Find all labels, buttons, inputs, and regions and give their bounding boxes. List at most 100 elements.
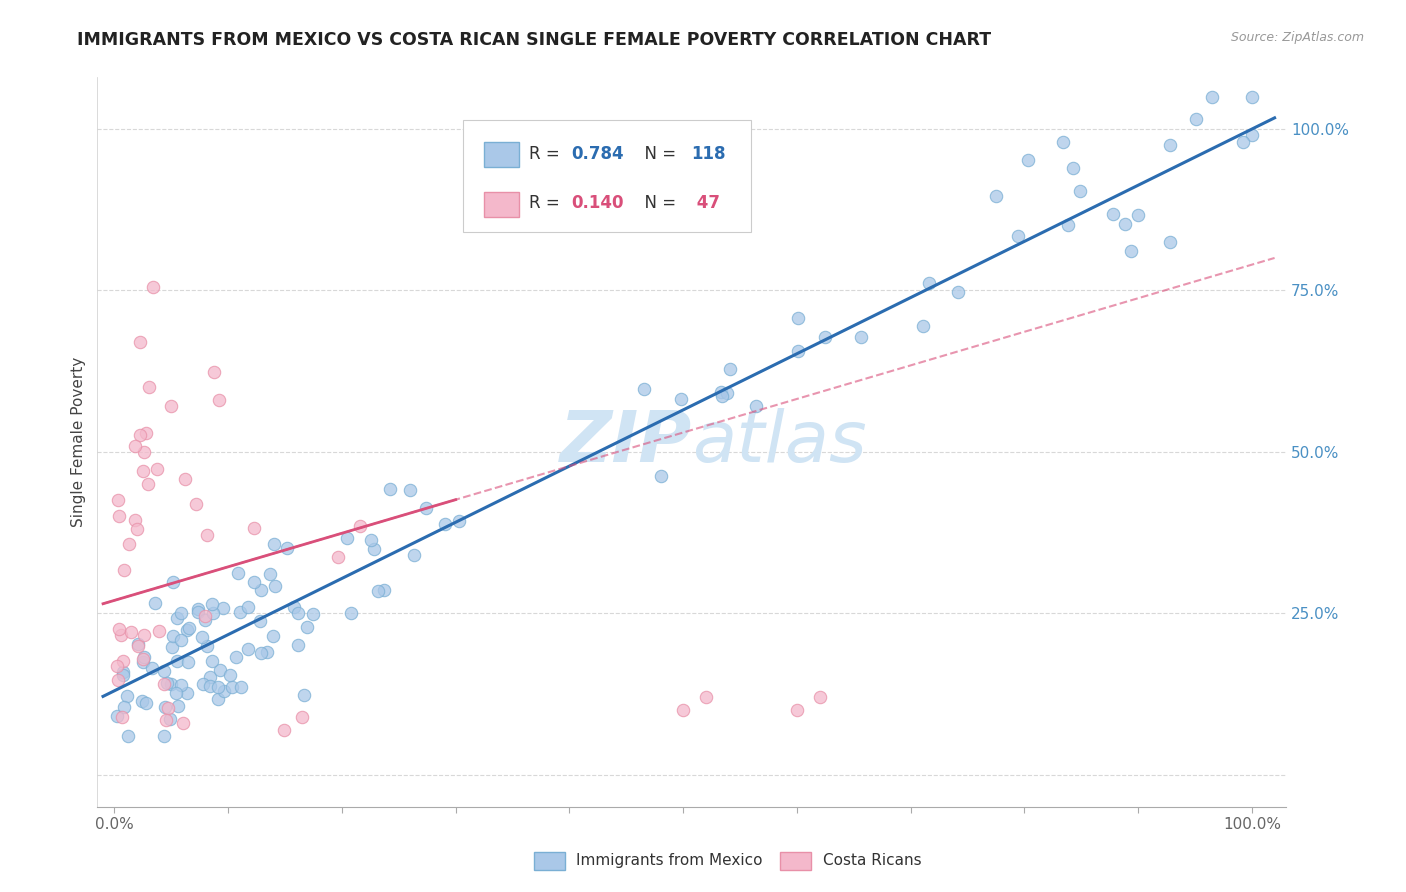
Point bbox=[276, 541, 298, 556]
Point bbox=[201, 597, 224, 611]
Point bbox=[132, 650, 155, 665]
Point bbox=[118, 537, 141, 551]
Point bbox=[229, 681, 252, 695]
Point bbox=[363, 541, 385, 556]
Point bbox=[112, 563, 135, 577]
Point bbox=[148, 624, 170, 639]
Point bbox=[214, 684, 236, 698]
Point bbox=[117, 729, 139, 743]
Point bbox=[207, 692, 229, 706]
Point bbox=[184, 497, 207, 511]
Point bbox=[263, 537, 285, 551]
Point bbox=[259, 567, 281, 582]
Text: N =: N = bbox=[634, 145, 682, 162]
Point bbox=[131, 694, 153, 708]
Point bbox=[108, 622, 131, 636]
Point bbox=[221, 680, 243, 694]
Point bbox=[191, 676, 214, 690]
Point bbox=[283, 599, 305, 614]
Point bbox=[243, 575, 266, 590]
Point bbox=[187, 605, 209, 619]
Point bbox=[226, 566, 249, 580]
Point bbox=[236, 600, 259, 615]
Point bbox=[449, 514, 471, 528]
Point bbox=[249, 646, 271, 660]
Point bbox=[142, 280, 165, 294]
Point bbox=[176, 686, 198, 700]
Point bbox=[633, 382, 655, 396]
Text: Costa Ricans: Costa Ricans bbox=[823, 854, 921, 868]
Point bbox=[238, 641, 260, 656]
Point bbox=[129, 428, 152, 442]
Point bbox=[172, 716, 194, 731]
Point bbox=[367, 584, 389, 599]
Point bbox=[156, 675, 179, 690]
Point bbox=[360, 533, 382, 547]
Text: 0.140: 0.140 bbox=[571, 194, 624, 212]
Point bbox=[131, 652, 153, 666]
Point bbox=[1201, 90, 1223, 104]
Point bbox=[169, 633, 191, 648]
Point bbox=[1007, 229, 1029, 244]
Point bbox=[434, 516, 457, 531]
Point bbox=[912, 318, 935, 333]
Point bbox=[170, 606, 193, 620]
Point bbox=[132, 464, 155, 478]
Point bbox=[378, 483, 401, 497]
Point bbox=[176, 623, 198, 637]
Point bbox=[249, 614, 271, 628]
Point bbox=[1069, 184, 1091, 198]
Point bbox=[404, 548, 426, 562]
Point bbox=[984, 189, 1007, 203]
Point bbox=[132, 445, 155, 459]
Point bbox=[105, 659, 128, 673]
Point bbox=[127, 640, 149, 654]
Point bbox=[849, 330, 872, 344]
Point bbox=[198, 670, 221, 684]
Point bbox=[132, 655, 155, 669]
Y-axis label: Single Female Poverty: Single Female Poverty bbox=[72, 357, 86, 527]
Point bbox=[160, 640, 183, 654]
Point bbox=[1232, 135, 1254, 149]
Point bbox=[1102, 207, 1125, 221]
Point bbox=[146, 461, 169, 475]
Point bbox=[117, 689, 139, 703]
Point bbox=[201, 606, 224, 620]
Point bbox=[1184, 112, 1206, 127]
Point bbox=[111, 710, 134, 724]
Point bbox=[112, 699, 135, 714]
Point bbox=[808, 690, 831, 705]
Point bbox=[162, 574, 184, 589]
Point bbox=[159, 712, 181, 726]
Text: 47: 47 bbox=[690, 194, 720, 212]
Text: 118: 118 bbox=[690, 145, 725, 162]
Point bbox=[225, 649, 247, 664]
Point bbox=[125, 522, 148, 536]
Point bbox=[208, 663, 231, 677]
Point bbox=[1114, 217, 1136, 231]
Point bbox=[132, 628, 155, 642]
Text: Immigrants from Mexico: Immigrants from Mexico bbox=[576, 854, 763, 868]
Point bbox=[143, 596, 166, 610]
Point bbox=[948, 285, 970, 299]
Point bbox=[744, 400, 766, 414]
Point bbox=[373, 583, 395, 598]
Point bbox=[218, 668, 240, 682]
Point bbox=[177, 656, 200, 670]
Point bbox=[194, 609, 217, 624]
Point bbox=[1126, 208, 1149, 222]
Point bbox=[195, 639, 218, 653]
Point bbox=[256, 645, 278, 659]
Text: R =: R = bbox=[529, 194, 565, 212]
Point bbox=[195, 528, 218, 542]
Point bbox=[336, 531, 359, 545]
Point bbox=[111, 668, 134, 682]
Point bbox=[124, 513, 146, 527]
Point bbox=[166, 654, 188, 668]
Point bbox=[153, 677, 176, 691]
Point bbox=[160, 677, 183, 691]
Point bbox=[302, 607, 325, 622]
Point bbox=[1062, 161, 1084, 176]
Point bbox=[1240, 90, 1263, 104]
Point bbox=[156, 701, 179, 715]
